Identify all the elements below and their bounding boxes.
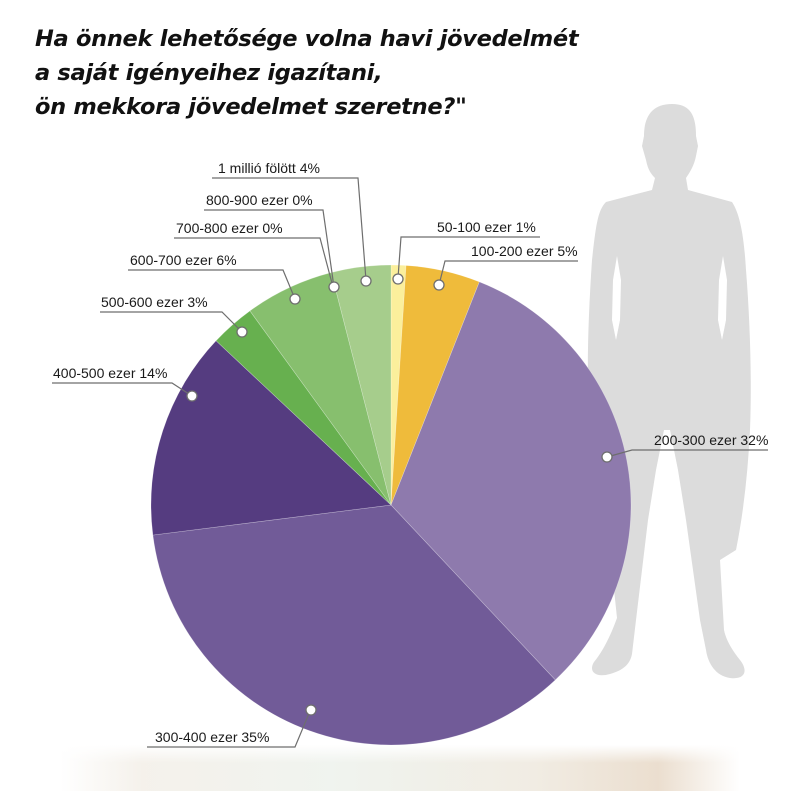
title-line-2: a saját igényeihez igazítani,: [35, 60, 383, 86]
title-line-1: Ha önnek lehetősége volna havi jövedelmé…: [35, 26, 579, 52]
chart-title: Ha önnek lehetősége volna havi jövedelmé…: [35, 22, 579, 124]
pie-slice-100-200-ezer: [390, 265, 480, 506]
callout-text: 1 millió fölött 4% 800-900 ezer 0% 700-8…: [53, 160, 768, 745]
banknotes-background: [60, 745, 740, 791]
pie-slice-600-700-ezer: [249, 272, 392, 506]
label-800-900: 800-900 ezer 0%: [206, 192, 313, 208]
pie-labels: [52, 177, 768, 748]
label-400-500: 400-500 ezer 14%: [53, 365, 167, 381]
pie-slice-300-400-ezer: [152, 504, 556, 746]
pie-slice-500-600-ezer: [215, 310, 392, 506]
label-300-400: 300-400 ezer 35%: [155, 729, 269, 745]
label-500-600: 500-600 ezer 3%: [101, 294, 208, 310]
pie-slice-400-500-ezer: [150, 340, 392, 536]
pie-chart: [150, 264, 632, 746]
label-1-millio-folott: 1 millió fölött 4%: [218, 160, 320, 176]
pie-slice-200-300-ezer: [390, 281, 632, 681]
label-100-200: 100-200 ezer 5%: [471, 243, 578, 259]
title-line-3: ön mekkora jövedelmet szeretne?": [35, 94, 467, 120]
label-50-100: 50-100 ezer 1%: [437, 219, 536, 235]
label-600-700: 600-700 ezer 6%: [130, 252, 237, 268]
leader-dots: [186, 273, 613, 716]
label-200-300: 200-300 ezer 32%: [654, 432, 768, 448]
label-700-800: 700-800 ezer 0%: [176, 220, 283, 236]
